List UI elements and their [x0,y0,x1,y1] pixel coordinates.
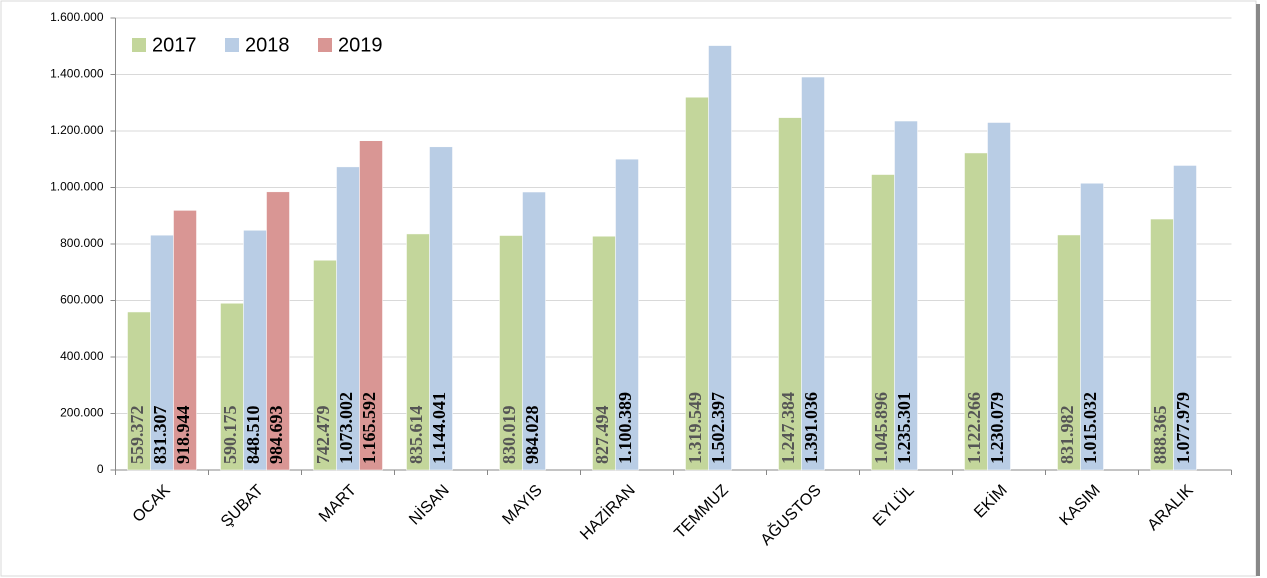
y-tick-label: 800.000 [60,236,104,250]
frame-shadow [1256,4,1260,576]
value-label: 984.693 [266,406,286,465]
value-label: 827.494 [592,406,612,465]
value-label: 1.391.036 [801,392,821,464]
value-label: 1.015.032 [1080,392,1100,464]
value-label: 835.614 [406,406,426,465]
y-tick-label: 600.000 [60,293,104,307]
value-label: 1.045.896 [871,392,891,464]
y-tick-label: 1.000.000 [50,180,104,194]
bar [894,120,918,471]
value-label: 848.510 [243,406,263,465]
value-label: 984.028 [522,406,542,465]
value-label: 1.122.266 [964,392,984,464]
bar [1173,165,1197,471]
y-tick-label: 400.000 [60,349,104,363]
bar [359,140,383,471]
bar [708,45,732,471]
y-tick-label: 1.400.000 [50,67,104,81]
value-label: 1.230.079 [987,392,1007,464]
value-label: 1.319.549 [685,392,705,464]
value-label: 831.982 [1057,406,1077,465]
y-tick-label: 200.000 [60,406,104,420]
bar [801,76,825,471]
bar [987,122,1011,471]
legend-label: 2017 [152,34,197,56]
value-label: 1.165.592 [359,392,379,464]
value-label: 1.144.041 [429,392,449,464]
value-label: 1.100.389 [615,392,635,464]
value-label: 830.019 [499,406,519,465]
bar [522,191,546,471]
bar [615,158,639,471]
legend-swatch [225,38,239,52]
legend-swatch [132,38,146,52]
bar [266,191,290,471]
legend-swatch [318,38,332,52]
value-label: 1.073.002 [336,392,356,464]
y-tick-label: 1.600.000 [50,10,104,24]
value-label: 559.372 [127,406,147,465]
value-label: 1.247.384 [778,392,798,464]
y-tick-label: 0 [97,462,104,476]
legend-label: 2019 [338,34,383,56]
bar [173,210,197,471]
value-label: 888.365 [1150,406,1170,465]
value-label: 590.175 [220,406,240,465]
bar [429,146,453,471]
value-label: 1.502.397 [708,392,728,464]
y-tick-label: 1.200.000 [50,123,104,137]
legend-label: 2018 [245,34,290,56]
bar [1080,183,1104,471]
value-label: 831.307 [150,406,170,465]
value-label: 1.077.979 [1173,392,1193,464]
value-label: 742.479 [313,406,333,465]
value-label: 1.235.301 [894,392,914,464]
value-label: 918.944 [173,406,193,465]
